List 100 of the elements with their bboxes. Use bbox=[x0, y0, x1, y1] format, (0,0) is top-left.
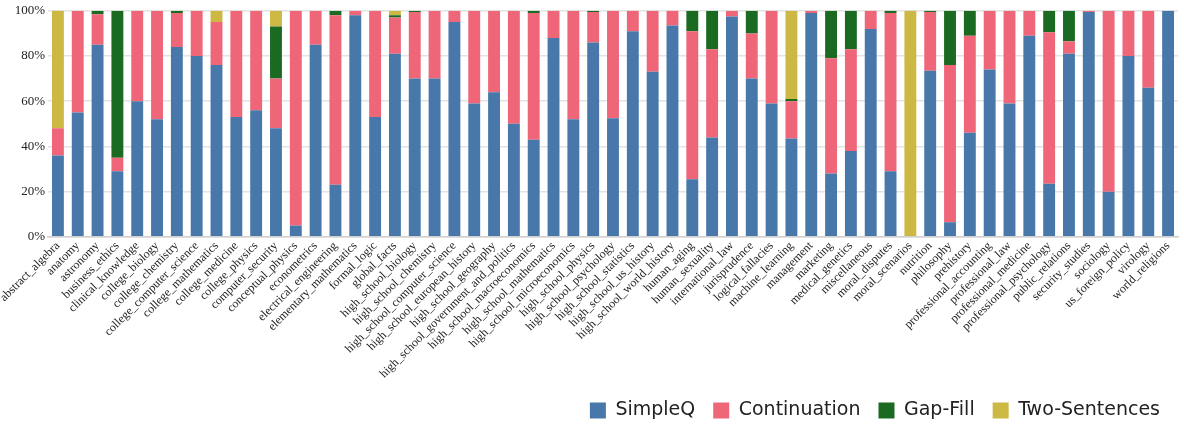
bar bbox=[190, 56, 203, 237]
bar bbox=[547, 10, 560, 38]
bar bbox=[686, 31, 699, 180]
bar bbox=[567, 10, 580, 120]
bar bbox=[369, 117, 382, 237]
bar bbox=[785, 138, 798, 237]
legend-label: Continuation bbox=[738, 397, 861, 420]
bar bbox=[151, 10, 163, 120]
bar bbox=[170, 13, 183, 47]
bar bbox=[448, 10, 461, 23]
bar bbox=[864, 10, 877, 29]
bar bbox=[91, 14, 104, 45]
bar bbox=[1063, 41, 1075, 54]
bar bbox=[131, 101, 144, 237]
bar bbox=[765, 103, 778, 237]
bar bbox=[388, 17, 401, 54]
bar bbox=[1043, 10, 1056, 33]
bar bbox=[1003, 10, 1016, 104]
bar bbox=[825, 10, 838, 59]
bar bbox=[745, 33, 758, 79]
bar bbox=[607, 118, 619, 237]
y-tick-label: 20% bbox=[21, 183, 46, 199]
bar bbox=[944, 10, 956, 66]
bar bbox=[170, 46, 183, 237]
bar bbox=[388, 15, 401, 18]
bar bbox=[864, 28, 877, 237]
bar bbox=[626, 31, 639, 237]
bar bbox=[547, 37, 560, 237]
bar bbox=[151, 119, 163, 237]
bar bbox=[91, 44, 104, 237]
bar bbox=[428, 78, 441, 237]
bar bbox=[785, 101, 798, 139]
bar bbox=[408, 11, 421, 79]
bar bbox=[527, 13, 540, 140]
bar bbox=[726, 10, 738, 17]
bar bbox=[726, 16, 738, 237]
bar bbox=[646, 71, 659, 237]
bar bbox=[1023, 10, 1036, 36]
bar bbox=[131, 10, 144, 102]
bar bbox=[448, 22, 461, 237]
bar bbox=[1162, 10, 1175, 237]
bar bbox=[1082, 11, 1095, 237]
bar bbox=[587, 11, 600, 43]
bar bbox=[963, 10, 976, 36]
bar bbox=[745, 78, 758, 237]
bar bbox=[686, 179, 699, 237]
bar bbox=[1122, 10, 1135, 57]
bar bbox=[904, 10, 917, 237]
legend-label: SimpleQ bbox=[615, 397, 696, 420]
y-tick-label: 60% bbox=[21, 92, 46, 108]
bar bbox=[51, 155, 64, 237]
bar bbox=[706, 10, 719, 50]
bar bbox=[507, 123, 520, 237]
bar bbox=[745, 10, 758, 34]
bar bbox=[825, 173, 838, 237]
bar bbox=[230, 117, 243, 237]
bar bbox=[71, 112, 84, 237]
bar bbox=[71, 10, 84, 113]
legend-label: Gap-Fill bbox=[903, 397, 975, 420]
bar bbox=[805, 13, 818, 237]
bar bbox=[963, 35, 976, 133]
bar bbox=[944, 222, 956, 237]
bar bbox=[884, 171, 897, 237]
bar bbox=[706, 49, 719, 138]
bar bbox=[289, 225, 302, 237]
bar bbox=[369, 10, 382, 118]
bar bbox=[111, 10, 124, 158]
bar bbox=[844, 49, 857, 151]
bar bbox=[1043, 32, 1056, 184]
bar bbox=[1142, 87, 1155, 237]
bar bbox=[111, 157, 124, 172]
bar bbox=[250, 110, 263, 237]
bar bbox=[51, 10, 64, 129]
bar bbox=[91, 10, 104, 15]
bar bbox=[983, 69, 996, 237]
bar bbox=[607, 10, 619, 119]
bar bbox=[884, 13, 897, 172]
bar bbox=[1102, 191, 1115, 237]
bar bbox=[111, 171, 124, 237]
bar bbox=[626, 10, 639, 32]
bar bbox=[983, 10, 996, 70]
bar bbox=[844, 150, 857, 237]
bar bbox=[250, 10, 263, 111]
bar bbox=[468, 10, 481, 104]
y-tick-label: 80% bbox=[21, 47, 46, 63]
bar bbox=[527, 139, 540, 237]
bar bbox=[468, 103, 481, 237]
bar bbox=[349, 15, 362, 237]
bar bbox=[270, 128, 282, 237]
bar bbox=[210, 10, 223, 23]
bar bbox=[686, 10, 699, 32]
bar bbox=[1102, 10, 1115, 192]
bar bbox=[408, 78, 421, 237]
bar bbox=[270, 10, 282, 27]
bar bbox=[587, 42, 600, 237]
bar bbox=[567, 119, 580, 237]
bar bbox=[270, 78, 282, 129]
bar bbox=[924, 70, 937, 237]
bar bbox=[825, 58, 838, 174]
bar bbox=[488, 10, 500, 93]
